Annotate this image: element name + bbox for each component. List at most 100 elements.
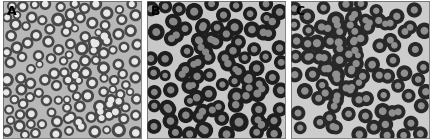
Circle shape (9, 118, 13, 122)
Circle shape (378, 89, 390, 101)
Circle shape (18, 52, 27, 61)
Circle shape (206, 103, 219, 117)
Circle shape (68, 11, 73, 16)
Circle shape (246, 77, 252, 83)
Circle shape (234, 3, 238, 8)
Circle shape (326, 120, 340, 133)
Circle shape (327, 115, 332, 120)
Circle shape (197, 123, 213, 138)
Circle shape (339, 0, 353, 11)
Circle shape (360, 73, 365, 79)
Circle shape (232, 24, 238, 30)
Circle shape (349, 15, 355, 21)
Circle shape (356, 131, 362, 137)
Circle shape (77, 104, 83, 109)
Circle shape (381, 70, 394, 83)
Circle shape (41, 95, 51, 106)
Circle shape (28, 95, 32, 99)
Circle shape (339, 81, 353, 95)
Circle shape (98, 48, 109, 58)
Circle shape (377, 43, 382, 49)
Circle shape (397, 129, 410, 139)
Circle shape (267, 114, 281, 127)
Circle shape (40, 0, 51, 9)
Circle shape (314, 40, 320, 47)
Circle shape (148, 56, 153, 61)
Circle shape (365, 58, 379, 72)
Circle shape (73, 73, 78, 77)
Circle shape (163, 4, 168, 9)
Circle shape (132, 39, 143, 50)
Circle shape (22, 38, 33, 48)
Circle shape (260, 0, 273, 10)
Circle shape (191, 8, 197, 15)
Circle shape (233, 67, 238, 72)
Circle shape (250, 126, 263, 139)
Circle shape (89, 115, 94, 120)
Circle shape (348, 25, 361, 38)
Circle shape (401, 70, 407, 76)
Circle shape (73, 63, 77, 67)
Circle shape (318, 120, 322, 125)
Circle shape (165, 32, 178, 45)
Circle shape (21, 101, 25, 106)
Circle shape (250, 86, 265, 101)
Circle shape (128, 90, 132, 94)
Circle shape (37, 91, 41, 95)
Circle shape (318, 86, 332, 100)
Circle shape (29, 15, 35, 20)
Circle shape (60, 57, 67, 65)
Circle shape (109, 46, 117, 54)
Circle shape (64, 29, 68, 34)
Circle shape (6, 116, 15, 124)
Circle shape (100, 21, 110, 30)
Circle shape (202, 127, 208, 133)
Circle shape (99, 87, 108, 96)
Circle shape (318, 62, 332, 76)
Circle shape (74, 117, 84, 127)
Circle shape (298, 84, 312, 98)
Circle shape (327, 38, 333, 44)
Circle shape (52, 13, 64, 26)
Circle shape (194, 41, 208, 54)
Circle shape (168, 87, 174, 93)
Circle shape (301, 37, 314, 51)
Circle shape (167, 15, 181, 29)
Circle shape (15, 13, 19, 17)
Circle shape (149, 100, 160, 112)
Circle shape (66, 116, 70, 121)
Circle shape (260, 29, 267, 36)
Circle shape (163, 73, 167, 78)
Circle shape (346, 111, 351, 117)
Circle shape (314, 116, 326, 128)
Circle shape (1, 88, 11, 97)
Circle shape (94, 58, 98, 62)
Circle shape (20, 4, 25, 9)
Circle shape (389, 110, 395, 116)
Circle shape (102, 33, 108, 39)
Circle shape (25, 40, 30, 45)
Circle shape (294, 38, 299, 44)
Circle shape (115, 6, 124, 14)
Circle shape (292, 6, 297, 11)
Circle shape (199, 45, 213, 59)
Circle shape (417, 61, 429, 73)
Circle shape (363, 18, 368, 23)
Circle shape (349, 85, 354, 90)
Circle shape (16, 84, 27, 95)
Circle shape (407, 25, 413, 30)
Circle shape (207, 72, 212, 78)
Circle shape (90, 37, 102, 49)
Circle shape (232, 79, 237, 84)
Circle shape (92, 129, 98, 135)
Circle shape (412, 73, 424, 86)
Circle shape (71, 25, 78, 32)
Circle shape (206, 91, 212, 97)
Circle shape (83, 34, 88, 39)
Circle shape (322, 66, 328, 72)
Circle shape (7, 108, 11, 112)
Circle shape (203, 49, 209, 55)
Circle shape (356, 70, 369, 83)
Circle shape (305, 41, 311, 47)
Circle shape (231, 64, 245, 79)
